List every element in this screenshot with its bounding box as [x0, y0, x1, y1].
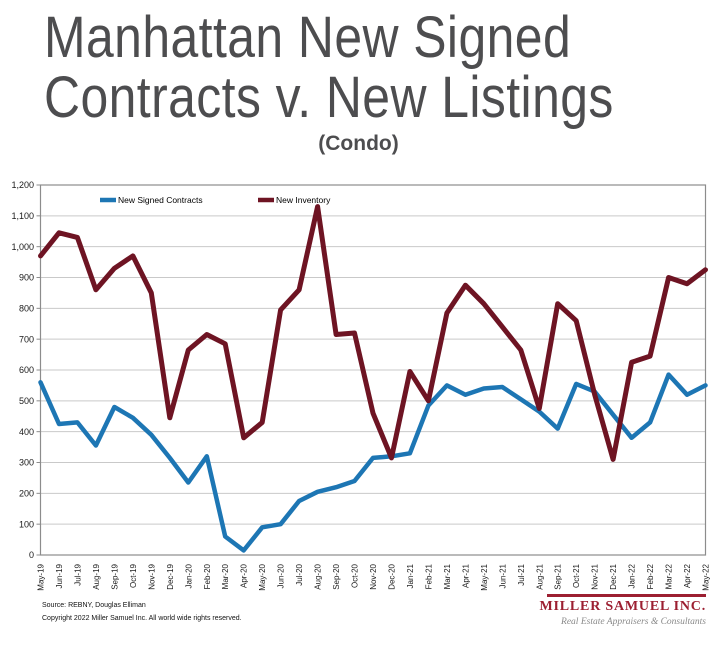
chart-title-line2: Contracts v. New Listings: [44, 65, 614, 131]
chart-area: 0 100 200 300 400 500 600 700 800 900 1,000 1,100 1,…: [0, 178, 717, 600]
svg-text:Jan-20: Jan-20: [184, 563, 193, 588]
chart-subtitle: (Condo): [318, 132, 399, 155]
svg-text:Sep-19: Sep-19: [110, 563, 119, 589]
svg-text:Feb-21: Feb-21: [424, 563, 433, 589]
svg-text:200: 200: [19, 489, 34, 499]
svg-text:Jun-20: Jun-20: [277, 563, 286, 588]
chart-legend: New Signed Contracts New Inventory: [100, 195, 331, 205]
x-axis-labels: May-19 Jun-19 Jul-19 Aug-19 Sep-19 Oct-19 Nov-…: [37, 563, 711, 590]
svg-text:Feb-22: Feb-22: [646, 563, 655, 589]
svg-text:Oct-19: Oct-19: [129, 563, 138, 588]
svg-text:Jun-21: Jun-21: [498, 563, 507, 588]
svg-text:Sep-20: Sep-20: [332, 563, 341, 589]
svg-text:Feb-20: Feb-20: [203, 563, 212, 589]
svg-text:Mar-20: Mar-20: [221, 563, 230, 589]
svg-text:700: 700: [19, 334, 34, 344]
svg-text:Apr-21: Apr-21: [461, 563, 470, 588]
svg-text:Sep-21: Sep-21: [554, 563, 563, 589]
svg-text:1,000: 1,000: [11, 242, 34, 252]
svg-text:Jan-21: Jan-21: [406, 563, 415, 588]
svg-text:Aug-20: Aug-20: [314, 563, 323, 589]
svg-text:Dec-21: Dec-21: [609, 563, 618, 589]
legend-label-1: New Inventory: [276, 195, 331, 205]
y-axis-labels: 0 100 200 300 400 500 600 700 800 900 1,000 1,100 1,…: [11, 180, 41, 560]
svg-text:0: 0: [29, 550, 34, 560]
svg-text:Jul-21: Jul-21: [517, 563, 526, 585]
svg-text:Jan-22: Jan-22: [628, 563, 637, 588]
svg-text:600: 600: [19, 365, 34, 375]
miller-samuel-logo: MILLER SAMUEL INC.: [539, 599, 706, 614]
chart-title: Manhattan New Signed Contracts v. New Li…: [44, 5, 646, 131]
svg-text:Aug-21: Aug-21: [535, 563, 544, 589]
svg-text:Mar-22: Mar-22: [665, 563, 674, 589]
svg-text:1,200: 1,200: [11, 180, 34, 190]
svg-text:May-20: May-20: [258, 563, 267, 590]
svg-text:Oct-21: Oct-21: [572, 563, 581, 588]
logo-rule: [547, 594, 706, 597]
svg-text:300: 300: [19, 458, 34, 468]
logo-tagline: Real Estate Appraisers & Consultants: [561, 617, 706, 627]
svg-text:Jun-19: Jun-19: [55, 563, 64, 588]
svg-text:May-19: May-19: [37, 563, 46, 590]
chart-svg: 0 100 200 300 400 500 600 700 800 900 1,000 1,100 1,…: [11, 180, 711, 590]
svg-text:Dec-19: Dec-19: [166, 563, 175, 589]
svg-text:1,100: 1,100: [11, 211, 34, 221]
svg-text:100: 100: [19, 519, 34, 529]
svg-text:Aug-19: Aug-19: [92, 563, 101, 589]
svg-text:Jul-20: Jul-20: [295, 563, 304, 585]
svg-text:Nov-21: Nov-21: [591, 563, 600, 589]
source-note: Source: REBNY, Douglas Elliman: [42, 602, 146, 609]
svg-text:500: 500: [19, 396, 34, 406]
svg-text:May-22: May-22: [702, 563, 711, 590]
svg-text:800: 800: [19, 304, 34, 314]
legend-label-0: New Signed Contracts: [118, 195, 203, 205]
svg-text:400: 400: [19, 427, 34, 437]
svg-text:Apr-22: Apr-22: [683, 563, 692, 588]
svg-text:Jul-19: Jul-19: [73, 563, 82, 585]
svg-text:Apr-20: Apr-20: [240, 563, 249, 588]
svg-text:Mar-21: Mar-21: [443, 563, 452, 589]
series-line-new-inventory: [38, 204, 708, 462]
svg-text:Dec-20: Dec-20: [387, 563, 396, 589]
svg-text:Oct-20: Oct-20: [351, 563, 360, 588]
gridlines: [40, 215, 706, 525]
chart-title-line1: Manhattan New Signed: [44, 5, 572, 70]
svg-text:Nov-20: Nov-20: [369, 563, 378, 589]
svg-text:Nov-19: Nov-19: [147, 563, 156, 589]
svg-text:900: 900: [19, 273, 34, 283]
svg-text:May-21: May-21: [480, 563, 489, 590]
copyright-note: Copyright 2022 Miller Samuel Inc. All wo…: [42, 615, 242, 622]
